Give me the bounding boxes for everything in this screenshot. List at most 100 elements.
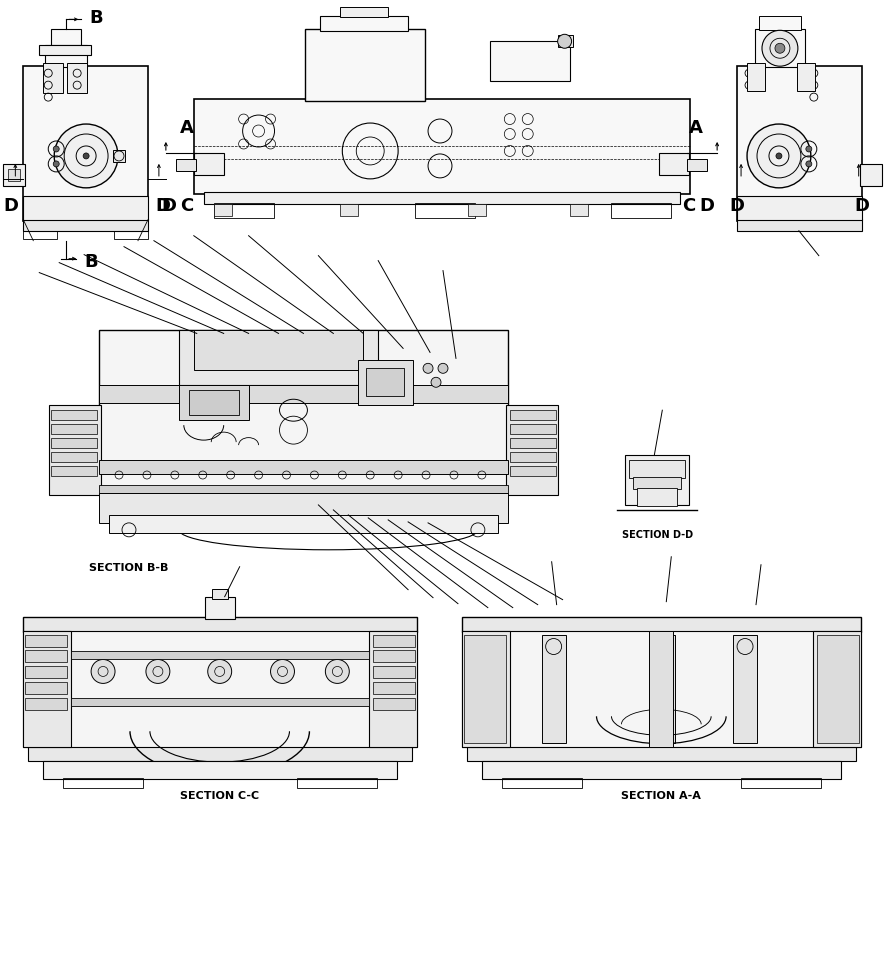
Bar bbox=[481, 761, 841, 779]
Bar bbox=[51, 30, 81, 47]
Bar bbox=[688, 159, 707, 171]
Bar bbox=[468, 204, 486, 215]
Bar bbox=[39, 45, 91, 56]
Bar bbox=[189, 390, 239, 415]
Bar bbox=[179, 386, 249, 420]
Bar bbox=[650, 631, 673, 747]
Bar bbox=[67, 63, 87, 93]
Bar bbox=[109, 515, 498, 533]
Bar bbox=[99, 386, 508, 403]
Bar bbox=[297, 778, 377, 789]
Bar bbox=[51, 438, 97, 448]
Bar bbox=[26, 634, 67, 647]
Bar bbox=[43, 63, 63, 93]
Text: SECTION A-A: SECTION A-A bbox=[621, 791, 701, 801]
Bar bbox=[366, 368, 404, 396]
Bar bbox=[737, 219, 862, 231]
Text: D: D bbox=[700, 197, 715, 214]
Bar bbox=[341, 204, 358, 215]
Bar bbox=[51, 424, 97, 434]
Circle shape bbox=[53, 146, 59, 152]
Bar bbox=[51, 452, 97, 462]
Bar bbox=[741, 778, 820, 789]
Bar bbox=[305, 30, 425, 101]
Bar bbox=[558, 35, 573, 47]
Circle shape bbox=[83, 153, 89, 159]
Circle shape bbox=[271, 659, 295, 683]
Bar bbox=[464, 634, 506, 744]
Bar bbox=[23, 196, 148, 220]
Bar bbox=[23, 631, 417, 747]
Bar bbox=[204, 191, 681, 204]
Text: D: D bbox=[4, 197, 19, 214]
Bar bbox=[179, 330, 378, 386]
Bar bbox=[28, 746, 412, 761]
Text: C: C bbox=[181, 197, 194, 214]
Bar bbox=[8, 168, 20, 181]
Bar bbox=[26, 666, 67, 679]
Circle shape bbox=[431, 377, 441, 388]
Bar bbox=[510, 411, 556, 420]
Bar bbox=[510, 424, 556, 434]
Bar bbox=[194, 100, 690, 194]
Text: SECTION B-B: SECTION B-B bbox=[89, 563, 169, 572]
Circle shape bbox=[326, 659, 350, 683]
Text: SECTION D-D: SECTION D-D bbox=[622, 530, 693, 540]
Text: A: A bbox=[180, 119, 194, 137]
Bar bbox=[26, 651, 67, 662]
Circle shape bbox=[208, 659, 232, 683]
Bar bbox=[747, 63, 765, 91]
Bar bbox=[194, 153, 224, 175]
Bar bbox=[510, 466, 556, 476]
Circle shape bbox=[53, 161, 59, 167]
Text: A: A bbox=[689, 119, 704, 137]
Bar bbox=[415, 203, 475, 218]
Bar bbox=[634, 477, 681, 489]
Bar bbox=[26, 682, 67, 695]
Bar bbox=[817, 634, 858, 744]
Circle shape bbox=[54, 124, 118, 188]
Text: SECTION C-C: SECTION C-C bbox=[181, 791, 259, 801]
Bar bbox=[737, 196, 862, 220]
Circle shape bbox=[806, 146, 812, 152]
Text: D: D bbox=[854, 197, 869, 214]
Bar bbox=[341, 8, 389, 17]
Bar bbox=[626, 456, 689, 505]
Circle shape bbox=[146, 659, 170, 683]
Bar bbox=[113, 150, 125, 162]
Bar bbox=[373, 651, 415, 662]
Bar bbox=[373, 634, 415, 647]
Text: B: B bbox=[89, 10, 103, 28]
Bar bbox=[51, 466, 97, 476]
Text: D: D bbox=[161, 197, 176, 214]
Circle shape bbox=[747, 124, 811, 188]
Circle shape bbox=[762, 31, 798, 66]
Bar bbox=[373, 699, 415, 710]
Bar bbox=[510, 452, 556, 462]
Bar bbox=[63, 778, 143, 789]
Text: D: D bbox=[729, 197, 744, 214]
Bar bbox=[796, 63, 815, 91]
Bar bbox=[570, 204, 588, 215]
Bar bbox=[510, 438, 556, 448]
Bar bbox=[23, 631, 71, 747]
Bar bbox=[213, 204, 232, 215]
Bar bbox=[26, 699, 67, 710]
Bar bbox=[812, 631, 861, 747]
Bar bbox=[659, 153, 689, 175]
Circle shape bbox=[558, 34, 572, 48]
Bar bbox=[194, 330, 363, 370]
Bar bbox=[737, 66, 862, 221]
Bar bbox=[71, 652, 369, 659]
Circle shape bbox=[806, 161, 812, 167]
Bar bbox=[542, 634, 566, 744]
Bar bbox=[45, 45, 87, 67]
Bar bbox=[71, 699, 369, 706]
Bar bbox=[490, 41, 570, 81]
Bar bbox=[23, 231, 58, 238]
Bar bbox=[651, 634, 675, 744]
Bar bbox=[373, 682, 415, 695]
Bar bbox=[629, 460, 685, 478]
Bar bbox=[733, 634, 757, 744]
Circle shape bbox=[91, 659, 115, 683]
